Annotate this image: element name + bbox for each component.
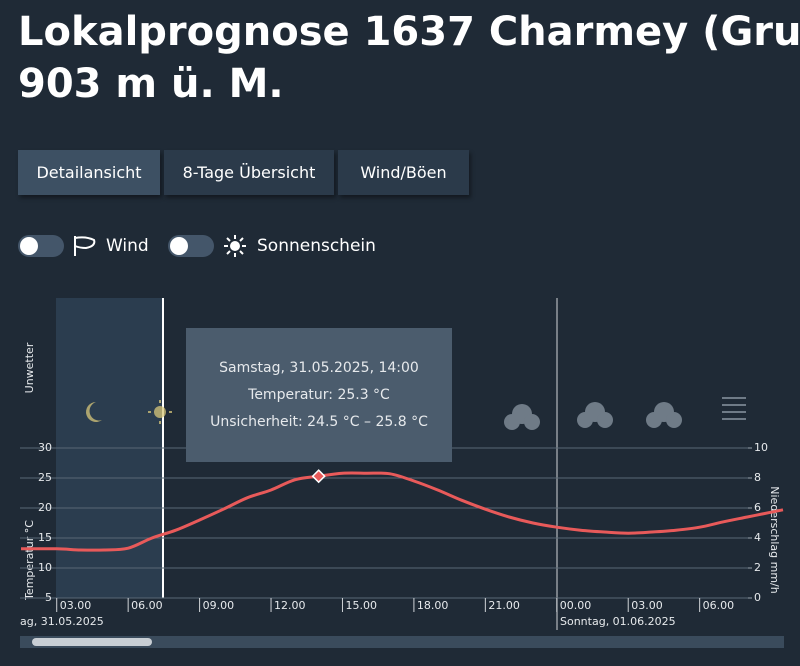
scrollbar-thumb[interactable]	[32, 638, 152, 646]
x-tick-label: 12.00	[274, 599, 306, 612]
y2-tick-label: 4	[754, 531, 761, 544]
weather-icons	[85, 397, 746, 430]
axis-label: Niederschlag mm/h	[768, 486, 781, 593]
tooltip-text: Unsicherheit: 24.5 °C – 25.8 °C	[210, 414, 428, 430]
tab[interactable]: Detailansicht	[18, 150, 160, 195]
y2-tick-label: 2	[754, 561, 761, 574]
tooltip-text: Samstag, 31.05.2025, 14:00	[219, 360, 419, 376]
title: Lokalprognose 1637 Charmey (Gruy	[18, 9, 800, 55]
date-label: Sonntag, 01.06.2025	[560, 615, 676, 628]
y-tick-label: 5	[45, 591, 52, 604]
y2-tick-label: 8	[754, 471, 761, 484]
scrollbar-track	[20, 636, 784, 648]
x-tick-label: 06.00	[703, 599, 735, 612]
x-tick-label: 03.00	[631, 599, 663, 612]
sun-icon	[224, 235, 246, 257]
y-tick-label: 25	[38, 471, 52, 484]
x-tick-label: 00.00	[560, 599, 592, 612]
x-tick-label: 06.00	[131, 599, 163, 612]
y2-tick-label: 6	[754, 501, 761, 514]
x-tick-label: 09.00	[203, 599, 235, 612]
y-tick-label: 15	[38, 531, 52, 544]
date-label: ag, 31.05.2025	[20, 615, 104, 628]
x-tick-label: 15.00	[345, 599, 377, 612]
x-tick-label: 03.00	[60, 599, 92, 612]
y2-tick-label: 0	[754, 591, 761, 604]
wind-icon	[74, 236, 96, 256]
title: 903 m ü. M.	[18, 61, 284, 107]
toggle-label: Wind	[106, 236, 149, 256]
y2-tick-label: 10	[754, 441, 768, 454]
axis-label: Unwetter	[23, 342, 36, 393]
axis-label: Temperatur °C	[23, 520, 36, 601]
x-tick-label: 18.00	[417, 599, 449, 612]
temperature-line	[20, 471, 784, 552]
toggle[interactable]	[168, 235, 214, 257]
tab[interactable]: 8-Tage Übersicht	[164, 150, 334, 195]
x-tick-label: 21.00	[488, 599, 520, 612]
highlight-marker	[311, 469, 326, 484]
tooltip-text: Temperatur: 25.3 °C	[247, 387, 390, 403]
tooltip	[186, 328, 452, 462]
toggle[interactable]	[18, 235, 64, 257]
toggle-label: Sonnenschein	[257, 236, 376, 256]
y-tick-label: 10	[38, 561, 52, 574]
y-tick-label: 30	[38, 441, 52, 454]
tab[interactable]: Wind/Böen	[338, 150, 469, 195]
y-tick-label: 20	[38, 501, 52, 514]
